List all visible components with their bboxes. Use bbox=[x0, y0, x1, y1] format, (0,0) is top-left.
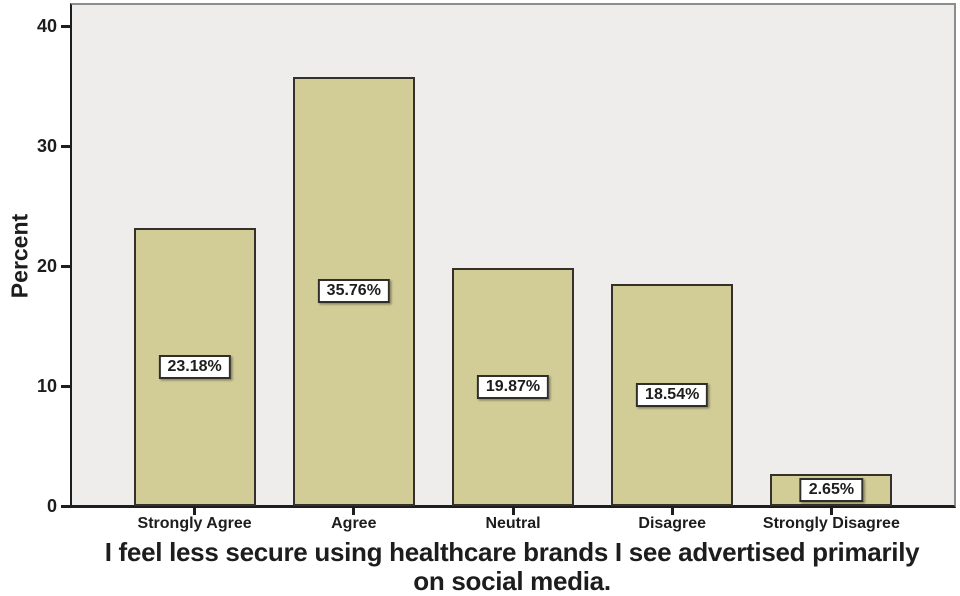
y-tick-label: 30 bbox=[36, 136, 57, 156]
bar-value-label-agree: 35.76% bbox=[317, 279, 390, 304]
x-category-label-strongly-agree: Strongly Agree bbox=[137, 515, 252, 532]
y-tick-label: 0 bbox=[46, 496, 57, 516]
y-tick bbox=[61, 144, 70, 148]
y-tick bbox=[61, 384, 70, 388]
y-tick bbox=[61, 264, 70, 268]
x-tick bbox=[511, 508, 515, 515]
bar-value-label-strongly-disagree: 2.65% bbox=[799, 478, 864, 503]
x-tick bbox=[193, 508, 197, 515]
y-tick bbox=[61, 24, 70, 28]
bar-value-label-strongly-agree: 23.18% bbox=[158, 354, 231, 379]
chart-title-line-1: I feel less secure using healthcare bran… bbox=[104, 537, 920, 567]
chart-title-line-2: on social media. bbox=[413, 566, 611, 596]
bar-value-label-disagree: 18.54% bbox=[636, 382, 709, 407]
x-category-label-disagree: Disagree bbox=[638, 515, 706, 532]
x-tick bbox=[670, 508, 674, 515]
x-category-label-neutral: Neutral bbox=[485, 515, 541, 532]
bar-value-label-neutral: 19.87% bbox=[476, 374, 550, 399]
x-tick bbox=[829, 508, 833, 515]
y-tick-label: 10 bbox=[36, 376, 57, 396]
y-tick bbox=[61, 504, 70, 508]
chart-title: I feel less secure using healthcare bran… bbox=[66, 538, 958, 596]
y-tick-label: 40 bbox=[36, 16, 57, 36]
y-tick-label: 20 bbox=[36, 256, 57, 276]
x-category-label-strongly-disagree: Strongly Disagree bbox=[762, 515, 900, 532]
x-tick bbox=[352, 508, 356, 515]
x-category-label-agree: Agree bbox=[331, 515, 377, 532]
